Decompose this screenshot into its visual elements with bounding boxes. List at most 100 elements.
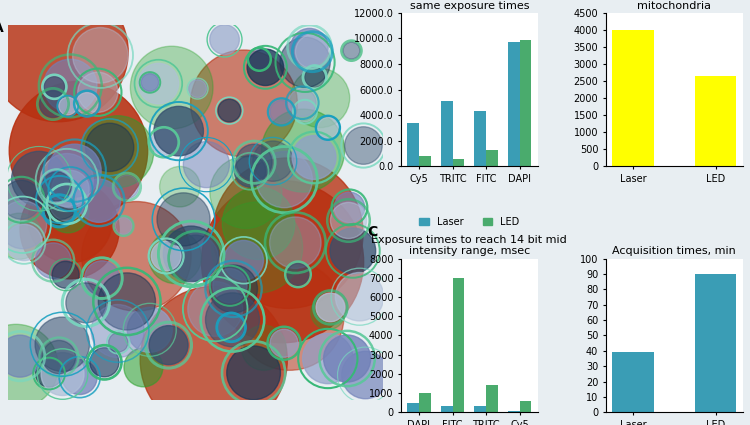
Circle shape <box>78 72 118 112</box>
Title: Ave Intensities of objects for
same exposure times: Ave Intensities of objects for same expo… <box>390 0 548 11</box>
Circle shape <box>86 123 134 171</box>
Bar <box>441 406 452 412</box>
Circle shape <box>109 333 128 352</box>
Circle shape <box>226 346 280 400</box>
Circle shape <box>289 89 316 116</box>
Circle shape <box>218 99 241 122</box>
Title: Acquisition times, min: Acquisition times, min <box>612 246 736 256</box>
Circle shape <box>35 243 71 278</box>
Circle shape <box>206 293 260 347</box>
Circle shape <box>296 35 329 69</box>
Circle shape <box>92 304 144 357</box>
Circle shape <box>345 127 382 164</box>
Bar <box>520 401 532 412</box>
Circle shape <box>130 46 213 129</box>
Circle shape <box>154 106 203 156</box>
Circle shape <box>157 193 210 246</box>
Bar <box>695 76 736 167</box>
Circle shape <box>20 180 119 279</box>
Bar <box>441 101 452 167</box>
Circle shape <box>295 102 315 122</box>
Circle shape <box>342 351 389 399</box>
Circle shape <box>183 142 230 188</box>
Circle shape <box>66 283 106 323</box>
Bar <box>407 123 419 167</box>
Circle shape <box>76 93 98 115</box>
Circle shape <box>290 68 350 128</box>
Circle shape <box>82 116 154 187</box>
Circle shape <box>151 130 176 155</box>
Circle shape <box>0 324 58 409</box>
Circle shape <box>188 281 243 336</box>
Circle shape <box>2 180 41 219</box>
Circle shape <box>287 264 309 285</box>
Circle shape <box>28 179 112 263</box>
Circle shape <box>40 179 80 220</box>
Circle shape <box>6 224 42 261</box>
Circle shape <box>44 76 64 97</box>
Circle shape <box>224 241 263 280</box>
Circle shape <box>85 261 119 295</box>
Bar <box>486 150 498 167</box>
Circle shape <box>35 317 89 371</box>
Circle shape <box>46 197 73 224</box>
Circle shape <box>304 67 325 87</box>
Circle shape <box>77 179 121 222</box>
Circle shape <box>0 0 128 122</box>
Circle shape <box>323 335 370 382</box>
Circle shape <box>235 156 266 187</box>
Circle shape <box>58 97 76 115</box>
Circle shape <box>270 329 298 357</box>
Circle shape <box>210 156 282 228</box>
Circle shape <box>209 265 257 313</box>
Circle shape <box>98 273 155 330</box>
Circle shape <box>222 187 295 260</box>
Circle shape <box>235 261 344 370</box>
Circle shape <box>141 74 159 91</box>
Circle shape <box>47 191 88 233</box>
Bar <box>508 411 520 412</box>
Circle shape <box>41 353 84 396</box>
Circle shape <box>48 144 101 197</box>
Circle shape <box>318 118 338 138</box>
Circle shape <box>11 151 67 206</box>
Circle shape <box>202 181 364 343</box>
Bar <box>474 406 486 412</box>
Circle shape <box>242 325 286 370</box>
Bar <box>419 393 430 412</box>
Circle shape <box>291 28 328 66</box>
Title: Exposure times to reach 14 bit mid
intensity range, msec: Exposure times to reach 14 bit mid inten… <box>371 235 567 256</box>
Bar <box>452 278 464 412</box>
Circle shape <box>9 82 148 220</box>
Circle shape <box>262 109 344 192</box>
Bar <box>520 40 532 167</box>
Circle shape <box>62 360 97 394</box>
Circle shape <box>140 286 287 425</box>
Circle shape <box>115 218 132 234</box>
Text: A: A <box>0 21 3 35</box>
Circle shape <box>116 175 139 198</box>
Circle shape <box>310 295 345 330</box>
Circle shape <box>213 158 363 309</box>
Circle shape <box>280 37 330 88</box>
Bar <box>486 385 498 412</box>
Circle shape <box>50 187 84 221</box>
Bar <box>452 159 464 167</box>
Circle shape <box>253 141 293 181</box>
Circle shape <box>250 50 269 69</box>
Circle shape <box>128 307 172 352</box>
Circle shape <box>269 217 321 269</box>
Circle shape <box>152 241 181 271</box>
Bar <box>612 352 653 412</box>
Circle shape <box>42 172 71 201</box>
Circle shape <box>90 348 119 377</box>
Circle shape <box>213 269 247 303</box>
Legend: Laser, LED: Laser, LED <box>416 213 524 231</box>
Circle shape <box>247 49 284 85</box>
Bar <box>508 42 520 167</box>
Circle shape <box>256 152 313 208</box>
Circle shape <box>40 91 66 117</box>
Circle shape <box>334 192 364 223</box>
Circle shape <box>343 42 360 59</box>
Circle shape <box>236 144 272 180</box>
